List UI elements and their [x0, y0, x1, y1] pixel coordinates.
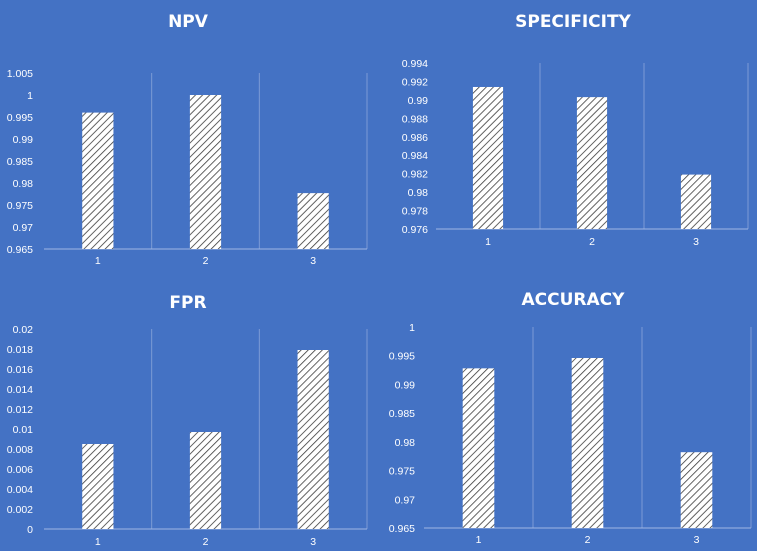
bar — [297, 350, 329, 529]
chart-fpr: FPR 0.02 0.018 0.016 0.014 0.012 0.01 0.008 0.0… — [7, 293, 368, 548]
y-tick-label: 0.984 — [402, 150, 428, 162]
y-tick-label: 0.99 — [13, 134, 34, 146]
y-tick-label: 0.97 — [395, 494, 416, 506]
y-tick-label: 0.995 — [7, 112, 33, 124]
x-tick-label: 1 — [485, 236, 491, 248]
y-tick-label: 1 — [27, 90, 33, 102]
bar — [576, 97, 608, 229]
y-tick-label: 0.006 — [7, 464, 33, 476]
y-tick-label: 0.98 — [13, 178, 34, 190]
bar — [189, 432, 222, 529]
y-tick-label: 0.982 — [402, 169, 428, 181]
x-tick-label: 3 — [310, 255, 316, 267]
y-tick-label: 0.98 — [395, 437, 416, 449]
y-tick-label: 1.005 — [7, 68, 33, 80]
x-tick-label: 2 — [203, 536, 209, 548]
y-tick-label: 0.99 — [408, 95, 429, 107]
bar — [297, 193, 329, 249]
y-tick-label: 0.016 — [7, 364, 33, 376]
bar — [462, 368, 495, 528]
chart-title: SPECIFICITY — [515, 12, 631, 32]
bar — [680, 452, 713, 528]
x-tick-label: 2 — [585, 534, 591, 546]
x-tick-label: 1 — [95, 536, 101, 548]
chart-accuracy: ACCURACY 1 0.995 0.99 0.985 0.98 0.975 0.97 0.9… — [389, 290, 752, 546]
y-tick-label: 0.975 — [7, 200, 33, 212]
y-tick-label: 0.01 — [13, 424, 34, 436]
y-tick-label: 0.965 — [7, 244, 33, 256]
y-tick-label: 1 — [409, 322, 415, 334]
y-tick-label: 0.965 — [389, 523, 415, 535]
x-tick-label: 2 — [203, 255, 209, 267]
bar — [82, 112, 114, 249]
bar — [189, 95, 222, 249]
y-tick-label: 0 — [27, 524, 33, 536]
y-tick-label: 0.985 — [7, 156, 33, 168]
y-tick-label: 0.02 — [13, 324, 34, 336]
x-tick-label: 2 — [589, 236, 595, 248]
bar — [571, 358, 604, 528]
y-tick-label: 0.008 — [7, 444, 33, 456]
y-tick-label: 0.98 — [408, 187, 429, 199]
chart-title: NPV — [168, 12, 209, 32]
x-tick-label: 1 — [476, 534, 482, 546]
y-tick-label: 0.018 — [7, 344, 33, 356]
chart-specificity: SPECIFICITY 0.994 0.992 0.99 0.988 0.986 0.98… — [402, 12, 749, 248]
chart-npv: NPV 1.005 1 0.995 0.99 0.985 0.98 0.975 0.97 0.9… — [7, 12, 368, 267]
x-tick-label: 3 — [310, 536, 316, 548]
y-tick-label: 0.014 — [7, 384, 33, 396]
y-tick-label: 0.978 — [402, 206, 428, 218]
y-tick-label: 0.994 — [402, 58, 428, 70]
y-tick-label: 0.995 — [389, 351, 415, 363]
y-tick-label: 0.988 — [402, 113, 428, 125]
bar — [680, 174, 712, 229]
y-tick-label: 0.012 — [7, 404, 33, 416]
chart-title: ACCURACY — [522, 290, 626, 310]
x-tick-label: 3 — [694, 534, 700, 546]
y-tick-label: 0.004 — [7, 484, 33, 496]
bar — [472, 86, 504, 229]
bar — [82, 444, 114, 529]
x-tick-label: 3 — [693, 236, 699, 248]
y-tick-label: 0.992 — [402, 76, 428, 88]
chart-title: FPR — [169, 293, 206, 313]
y-tick-label: 0.97 — [13, 222, 34, 234]
y-tick-label: 0.976 — [402, 224, 428, 236]
y-tick-label: 0.99 — [395, 379, 416, 391]
y-tick-label: 0.002 — [7, 504, 33, 516]
y-tick-label: 0.975 — [389, 466, 415, 478]
y-tick-label: 0.985 — [389, 408, 415, 420]
x-tick-label: 1 — [95, 255, 101, 267]
y-tick-label: 0.986 — [402, 132, 428, 144]
